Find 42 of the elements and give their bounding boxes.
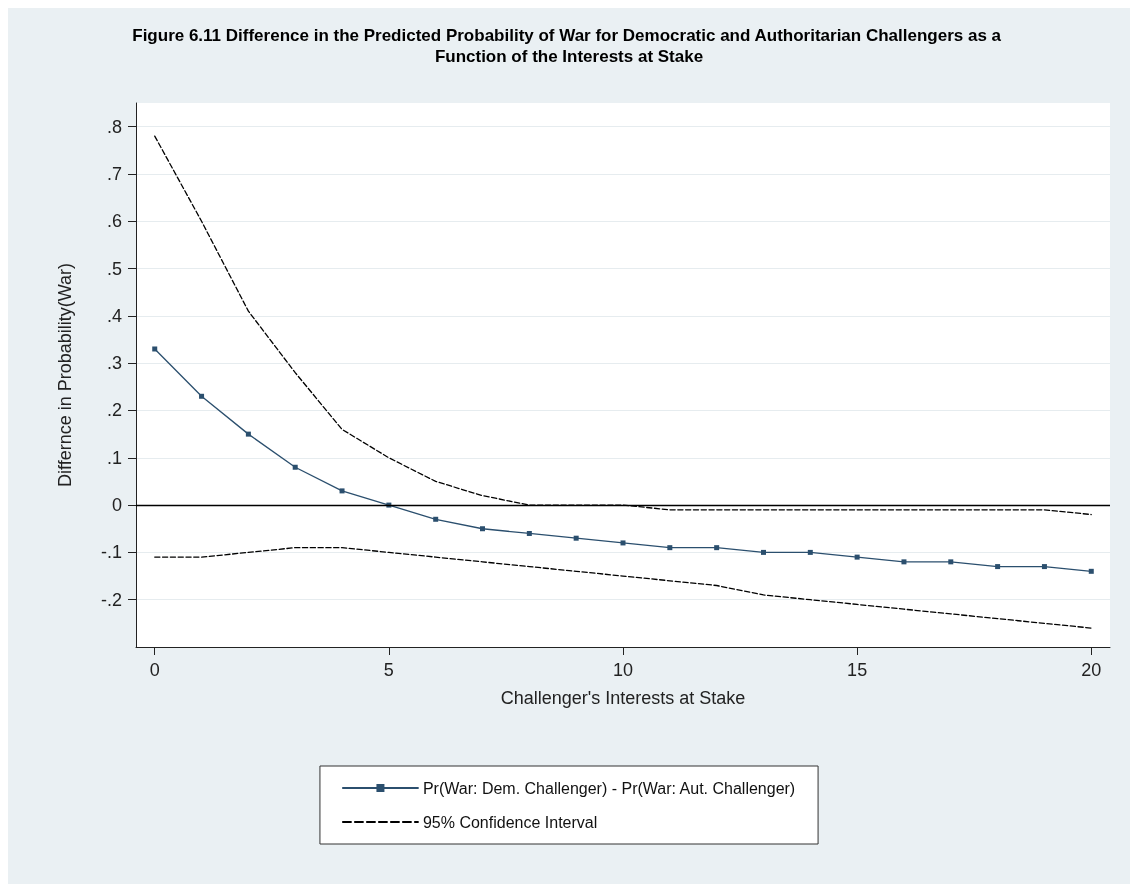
chart-title: Figure 6.11 Difference in the Predicted Probability of War for Democratic and Authoritarian Challengers as a Function of the Interests at Stake (132, 26, 1006, 66)
point (573, 535, 579, 541)
y-tick-label: .7 (106, 163, 122, 184)
y-tick-label: .8 (106, 116, 122, 137)
point (1041, 564, 1047, 570)
y-tick-label: -.2 (100, 589, 122, 610)
point (1088, 568, 1094, 574)
point (901, 559, 907, 565)
x-tick-label: 15 (847, 660, 868, 680)
y-tick-label: .5 (106, 258, 122, 279)
line-series (154, 547, 1092, 629)
point (714, 545, 720, 551)
point (620, 540, 626, 546)
legend-label: Pr(War: Dem. Challenger) - Pr(War: Aut. Challenger) (422, 779, 796, 797)
y-tick-label: .4 (106, 305, 122, 326)
point (760, 549, 766, 555)
y-tick-label: .6 (106, 211, 122, 232)
y-axis-title: Differnce in Probability(War) (55, 262, 75, 488)
y-tick-label: .2 (106, 400, 122, 421)
y-tick-label: -.1 (100, 542, 122, 563)
y-tick-label: .3 (106, 353, 122, 374)
point (433, 516, 439, 522)
point (995, 564, 1001, 570)
point (667, 545, 673, 551)
legend-label: 95% Confidence Interval (422, 813, 598, 831)
x-tick-label: 0 (149, 660, 160, 680)
point (292, 464, 298, 470)
point (807, 549, 813, 555)
y-tick-label: 0 (111, 495, 122, 516)
point (245, 431, 251, 437)
point (526, 530, 532, 536)
y-tick-label: .1 (106, 447, 122, 468)
x-axis-title: Challenger's Interests at Stake (500, 688, 746, 708)
x-tick-label: 20 (1081, 660, 1102, 680)
point (199, 393, 205, 399)
x-tick-label: 10 (612, 660, 634, 680)
x-tick-label: 5 (383, 660, 394, 680)
point (854, 554, 860, 560)
point (948, 559, 954, 565)
point (152, 346, 158, 352)
point (339, 488, 345, 494)
point (480, 526, 486, 532)
